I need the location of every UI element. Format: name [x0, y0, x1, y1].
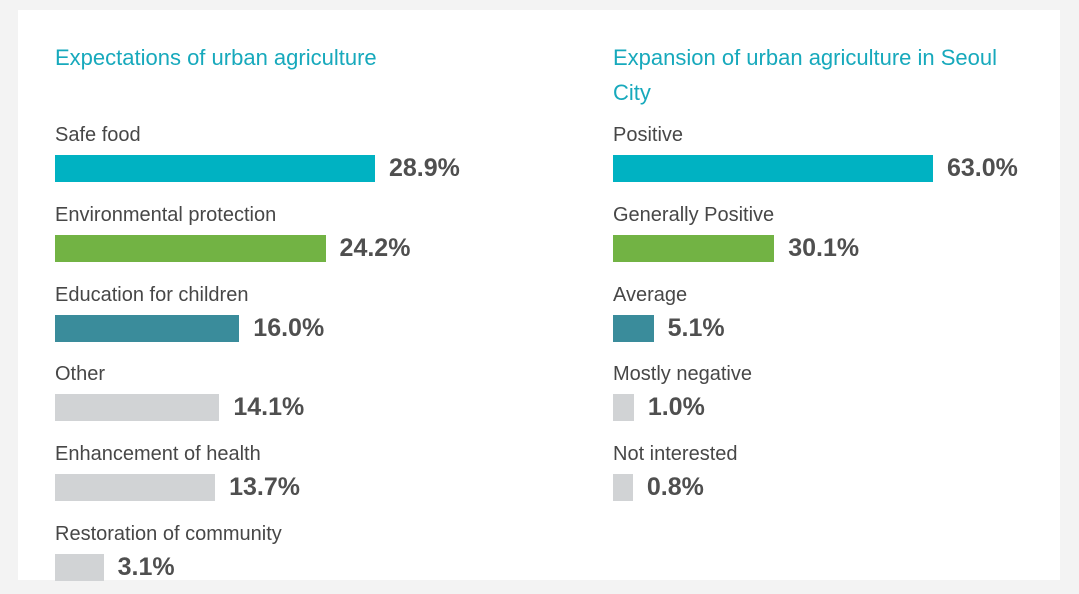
value-label: 24.2% [339, 233, 411, 262]
category-label: Positive [613, 124, 684, 146]
category-label: Restoration of community [55, 523, 282, 545]
category-label: Safe food [55, 124, 141, 146]
bar [613, 314, 654, 342]
category-label: Other [55, 363, 106, 386]
value-label: 28.9% [389, 154, 460, 182]
chart-title: Expectations of urban agriculture [55, 45, 377, 70]
category-label: Average [613, 283, 688, 306]
bar [55, 234, 326, 262]
category-label: Enhancement of health [55, 443, 261, 466]
value-label: 16.0% [253, 313, 325, 342]
category-label: Education for children [55, 283, 249, 306]
value-label: 13.7% [229, 473, 300, 502]
value-label: 63.0% [947, 154, 1018, 182]
bar [613, 155, 933, 182]
value-label: 1.0% [647, 393, 705, 422]
value-label: 30.1% [788, 233, 860, 262]
bar [613, 474, 633, 502]
chart-title: Expansion of urban agriculture in Seoul … [613, 45, 998, 105]
bar [55, 314, 240, 342]
value-label: 0.8% [646, 473, 704, 502]
value-label: 14.1% [233, 393, 305, 422]
category-label: Generally Positive [613, 203, 775, 226]
category-label: Environmental protection [55, 203, 277, 226]
value-label: 5.1% [667, 313, 725, 342]
value-label: 3.1% [117, 553, 175, 581]
bar [55, 554, 104, 581]
bar [55, 155, 375, 182]
category-label: Not interested [613, 443, 738, 466]
bar [613, 394, 634, 422]
bar [55, 474, 216, 502]
category-label: Mostly negative [613, 363, 752, 386]
bar [613, 234, 775, 262]
bar [55, 394, 220, 422]
